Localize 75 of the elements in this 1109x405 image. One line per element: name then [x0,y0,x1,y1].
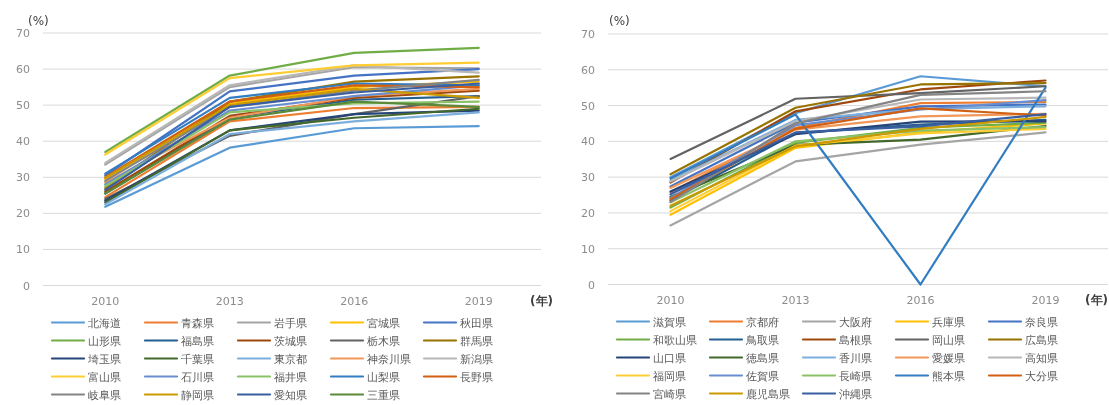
xtick: 2010 [91,294,120,308]
legend-label: 栃木県 [367,334,400,348]
ytick: 20 [581,206,595,220]
legend-label: 京都府 [746,315,779,329]
legend-label: 三重県 [367,388,400,402]
legend-label: 福岡県 [653,369,686,383]
xtick: 2016 [340,294,369,308]
legend-label: 静岡県 [181,388,214,402]
ylabel: (%) [609,14,630,28]
legend-label: 長崎県 [839,369,872,383]
ytick: 0 [588,278,595,292]
ytick: 50 [581,99,595,113]
legend-label: 千葉県 [181,352,214,366]
legend-label: 山形県 [88,334,121,348]
xtick: 2019 [464,294,493,308]
ylabel: (%) [28,14,49,28]
legend-label: 山口県 [653,351,686,365]
legend-label: 奈良県 [1025,315,1058,329]
legend-label: 埼玉県 [88,352,121,366]
legend-label: 福井県 [274,370,307,384]
legend-label: 香川県 [839,351,872,365]
legend-label: 滋賀県 [653,315,686,329]
legend-label: 東京都 [274,352,307,366]
legend-label: 鳥取県 [746,333,779,347]
legend-label: 和歌山県 [653,333,697,347]
ytick: 40 [581,135,595,149]
legend-label: 徳島県 [746,351,779,365]
xtick: 2019 [1031,293,1060,307]
legend-label: 北海道 [88,316,121,330]
legend-label: 青森県 [181,316,214,330]
legend-label: 鹿児島県 [746,387,790,401]
ytick: 10 [581,242,595,256]
legend-label: 岩手県 [274,316,307,330]
xtick: 2010 [656,293,685,307]
legend-label: 沖縄県 [839,387,872,401]
legend-label: 広島県 [1025,333,1058,347]
legend-label: 愛媛県 [932,351,965,365]
ytick: 30 [16,171,30,185]
ytick: 50 [16,99,30,113]
legend-label: 群馬県 [460,334,493,348]
ytick: 60 [16,63,30,77]
legend-label: 宮崎県 [653,387,686,401]
ytick: 70 [581,28,595,41]
legend-label: 福島県 [181,334,214,348]
legend-label: 佐賀県 [746,369,779,383]
legend-label: 山梨県 [367,370,400,384]
legend-label: 茨城県 [274,334,307,348]
legend-label: 大分県 [1025,369,1058,383]
xlabel: (年) [1085,292,1108,307]
legend-label: 富山県 [88,370,121,384]
ytick: 40 [16,135,30,149]
legend-label: 高知県 [1025,351,1058,365]
legend-label: 熊本県 [932,369,965,383]
legend-label: 神奈川県 [367,352,411,366]
legend-label: 宮城県 [367,316,400,330]
ytick: 70 [16,27,30,40]
legend-label: 愛知県 [274,388,307,402]
ytick: 30 [581,171,595,185]
ytick: 60 [581,63,595,77]
ytick: 20 [16,207,30,221]
legend-label: 石川県 [181,370,214,384]
legend-label: 兵庫県 [932,315,965,329]
ytick: 0 [23,279,30,293]
legend-label: 島根県 [839,333,872,347]
xtick: 2016 [906,293,935,307]
legend-label: 新潟県 [460,352,493,366]
legend-label: 秋田県 [460,316,493,330]
legend-label: 岐阜県 [88,388,121,402]
xtick: 2013 [215,294,244,308]
ytick: 10 [16,243,30,257]
xlabel: (年) [530,293,553,308]
legend-label: 岡山県 [932,333,965,347]
legend-label: 大阪府 [839,315,872,329]
xtick: 2013 [781,293,810,307]
legend-label: 長野県 [460,370,493,384]
